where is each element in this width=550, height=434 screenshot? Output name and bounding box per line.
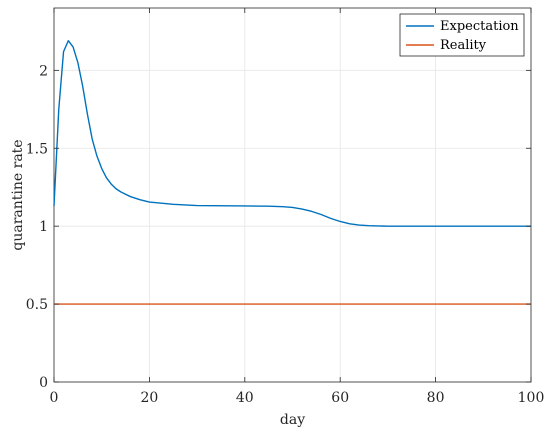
y-axis-label: quarantine rate [10,139,26,250]
series-line-expectation [53,40,531,227]
y-tick-label-1.5: 1.5 [26,141,48,157]
x-tick-label-60: 60 [331,390,349,406]
legend-label-reality: Reality [440,38,487,53]
y-tick-label-0: 0 [39,375,48,391]
y-tick-label-2: 2 [39,63,48,79]
legend-label-expectation: Expectation [440,19,519,34]
x-tick-label-100: 100 [518,390,545,406]
y-tick-label-0.5: 0.5 [26,297,48,313]
x-tick-label-80: 80 [427,390,445,406]
y-tick-label-1: 1 [39,219,48,235]
ticks: 0 20 40 60 80 100 0 0.5 1 1.5 2 [26,8,545,406]
legend-box [399,13,525,57]
series-layer [53,40,531,305]
legend: Expectation Reality [399,13,525,57]
x-tick-label-0: 0 [50,390,59,406]
x-tick-label-40: 40 [236,390,254,406]
x-axis-label: day [280,412,305,428]
x-tick-label-20: 20 [140,390,158,406]
